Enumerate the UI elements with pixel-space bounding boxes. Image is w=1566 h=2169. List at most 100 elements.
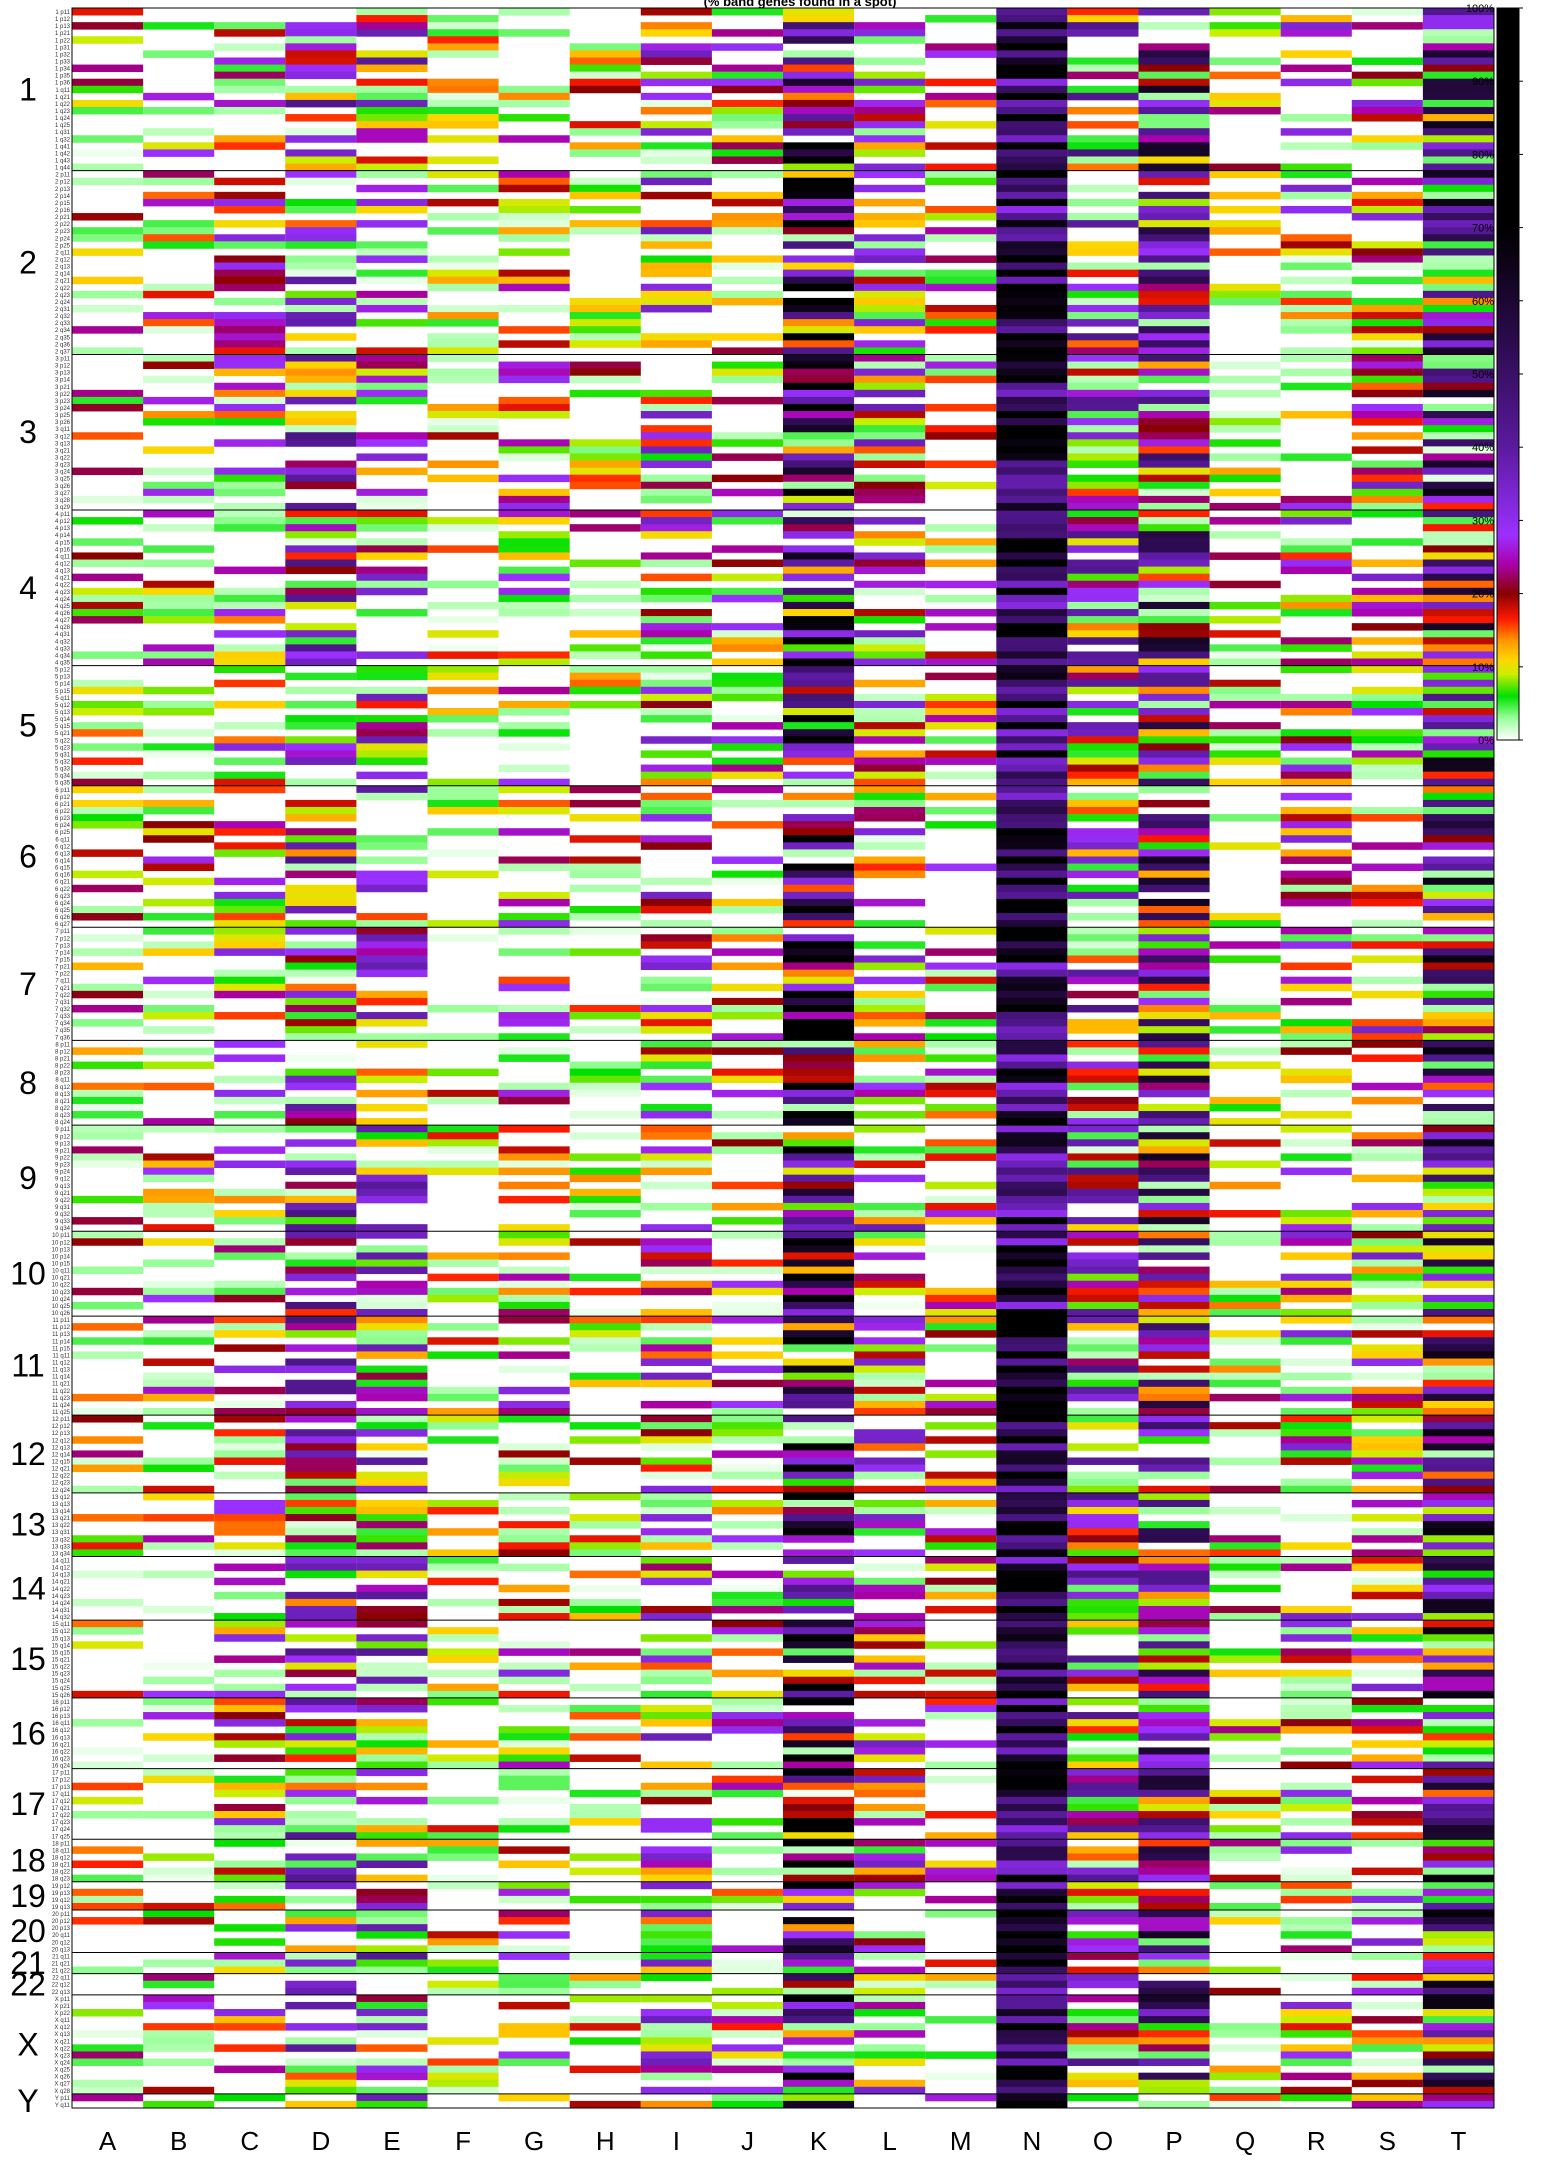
heatmap-cell [996,552,1068,560]
heatmap-cell [640,1924,712,1932]
heatmap-cell [783,1627,855,1635]
heatmap-cell [1138,1648,1210,1656]
heatmap-cell [285,1499,357,1508]
heatmap-cell [925,1422,997,1430]
band-label: 4 q27 [55,618,71,624]
chromosome-label: 11 [11,1348,44,1384]
heatmap-cell [1138,538,1210,546]
heatmap-cell [1280,545,1352,553]
heatmap-cell [1422,1860,1494,1868]
band-label: 9 q31 [55,1205,71,1211]
heatmap-cell [285,1945,357,1953]
heatmap-cell [1209,1881,1281,1890]
heatmap-cell [711,1450,783,1458]
heatmap-cell [1351,99,1423,108]
heatmap-cell [1067,1153,1139,1161]
heatmap-cell [854,297,926,306]
heatmap-cell [214,736,286,744]
heatmap-cell [143,1733,215,1741]
heatmap-cell [1280,1422,1352,1430]
heatmap-cell [356,1818,428,1826]
band-label: 2 p14 [55,194,71,200]
heatmap-cell [427,630,499,638]
heatmap-cell [427,1874,499,1883]
heatmap-cell [854,1853,926,1861]
heatmap-cell [996,1733,1068,1741]
heatmap-cell [427,1761,499,1770]
heatmap-cell [569,1726,641,1734]
band-label: 12 q14 [52,1452,71,1458]
heatmap-cell [1067,1160,1139,1168]
heatmap-cell [72,8,144,16]
heatmap-cell [1422,1846,1494,1854]
band-label: 16 q11 [52,1721,71,1727]
heatmap-cell [1067,439,1139,447]
heatmap-cell [285,276,357,285]
heatmap-cell [427,347,499,355]
heatmap-cell [996,927,1068,935]
band-label: X q24 [54,2061,70,2067]
heatmap-cell [1209,616,1281,624]
heatmap-cell [783,85,855,94]
heatmap-cell [356,955,428,963]
heatmap-cell [285,1415,357,1423]
heatmap-cell [1138,1902,1210,1911]
heatmap-cell [498,1860,570,1868]
heatmap-cell [1280,2072,1352,2081]
heatmap-cell [569,340,641,348]
heatmap-cell [783,630,855,638]
heatmap-cell [498,743,570,751]
band-label: 14 q12 [52,1566,71,1572]
heatmap-cell [1067,248,1139,256]
heatmap-cell [996,1867,1068,1876]
heatmap-cell [1422,1796,1494,1805]
heatmap-cell [1422,1464,1494,1473]
heatmap-cell [1351,432,1423,440]
heatmap-cell [783,877,855,886]
heatmap-cell [854,1344,926,1352]
heatmap-cell [925,1047,997,1055]
heatmap-cell [356,1563,428,1572]
heatmap-cell [1138,778,1210,787]
heatmap-cell [356,488,428,497]
heatmap-cell [783,1514,855,1522]
heatmap-cell [72,248,144,256]
heatmap-cell [640,425,712,433]
heatmap-cell [214,1111,286,1119]
heatmap-cell [72,2009,144,2017]
heatmap-cell [783,283,855,292]
heatmap-cell [640,1506,712,1515]
heatmap-cell [214,1436,286,1444]
heatmap-cell [356,609,428,617]
heatmap-cell [996,1712,1068,1720]
heatmap-cell [711,43,783,51]
heatmap-cell [1209,99,1281,108]
band-label: 3 q21 [55,448,71,454]
heatmap-cell [1422,64,1494,73]
heatmap-cell [640,1429,712,1437]
heatmap-cell [854,644,926,652]
heatmap-cell [285,163,357,172]
heatmap-cell [214,340,286,348]
scale-tick-label: 40% [1472,442,1494,454]
heatmap-cell [996,276,1068,285]
heatmap-cell [1422,453,1494,461]
heatmap-cell [356,453,428,461]
heatmap-cell [214,474,286,483]
band-label: 17 q11 [52,1792,71,1798]
band-label: 12 q23 [52,1481,71,1487]
heatmap-cell [996,213,1068,221]
heatmap-cell [1422,1704,1494,1713]
heatmap-cell [1422,821,1494,829]
heatmap-cell [925,2051,997,2059]
heatmap-cell [925,170,997,179]
heatmap-cell [996,8,1068,16]
heatmap-cell [285,1924,357,1932]
heatmap-cell [783,1047,855,1055]
heatmap-cell [640,891,712,900]
heatmap-cell [1067,1181,1139,1190]
heatmap-cell [711,361,783,370]
heatmap-cell [711,877,783,886]
heatmap-cell [1422,2058,1494,2066]
heatmap-cell [996,1301,1068,1310]
